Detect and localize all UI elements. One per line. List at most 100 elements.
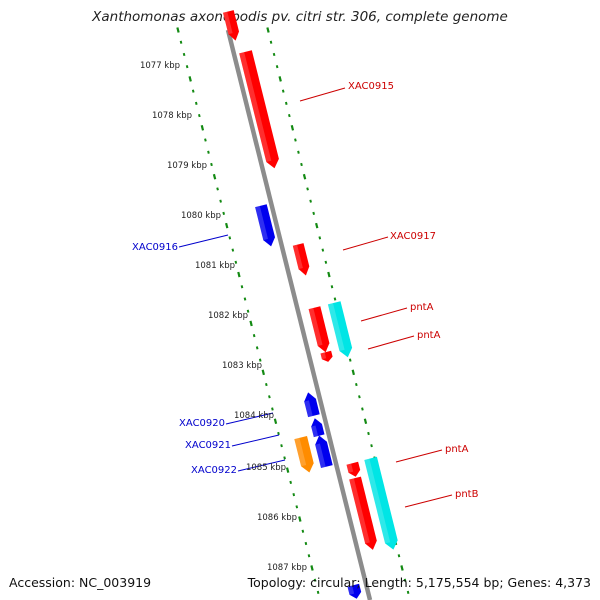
gene-label-reverse: XAC0921: [185, 440, 231, 451]
feature-xac0916: [255, 204, 275, 247]
ruler-tick: [191, 89, 195, 93]
ruler-tick: [277, 431, 280, 436]
ruler-tick: [272, 52, 276, 57]
ruler-tick: [321, 248, 325, 252]
callout-line: [360, 307, 408, 322]
scale-label: 1078 kbp: [152, 111, 192, 121]
map-title: Xanthomonas axonopodis pv. citri str. 30…: [92, 9, 508, 25]
ruler-tick: [324, 260, 328, 264]
inner-scale-ruler: [176, 27, 320, 595]
ruler-tick: [243, 297, 247, 301]
ruler-tick: [284, 101, 288, 105]
ruler-tick: [182, 52, 186, 57]
ruler-tick: [298, 516, 302, 522]
feature-small-1: [320, 350, 333, 362]
ruler-tick: [406, 590, 410, 595]
ruler-tick: [271, 407, 274, 411]
ruler-tick: [295, 505, 299, 509]
ruler-tick: [210, 162, 213, 167]
feature-top-fragment-shade: [223, 11, 233, 35]
gene-features: [223, 10, 398, 599]
ruler-tick: [400, 565, 404, 571]
ruler-tick: [312, 211, 315, 215]
ruler-tick: [281, 89, 285, 93]
gene-label-forward: pntA: [410, 302, 434, 313]
feature-xac0915: [239, 50, 279, 169]
gene-label-reverse: XAC0922: [191, 465, 237, 476]
gene-label-forward: XAC0915: [348, 81, 394, 92]
scale-label: 1087 kbp: [267, 563, 307, 573]
feature-pnta-3-shade: [346, 463, 354, 473]
ruler-tick: [212, 173, 217, 180]
feature-small-2: [311, 418, 325, 438]
callout-line: [225, 412, 274, 425]
ruler-tick: [304, 541, 308, 546]
ruler-tick: [301, 529, 305, 533]
ruler-tick: [185, 65, 189, 69]
ruler-tick: [355, 382, 358, 387]
feature-pntb: [364, 456, 398, 550]
ruler-tick: [367, 431, 370, 436]
feature-xac0916-shade: [255, 205, 268, 241]
scale-label: 1085 kbp: [246, 463, 286, 473]
feature-pntb-shade: [364, 458, 391, 544]
ruler-tick: [268, 395, 271, 399]
callout-line: [395, 449, 443, 463]
callout-line: [404, 494, 453, 508]
ruler-tick: [306, 187, 309, 191]
ruler-tick: [198, 113, 201, 118]
scale-label: 1080 kbp: [181, 211, 221, 221]
accession-text: Accession: NC_003919: [9, 575, 152, 590]
feature-top-fragment: [223, 10, 239, 41]
callout-line: [237, 459, 286, 472]
scale-label: 1077 kbp: [140, 61, 180, 71]
ruler-tick: [249, 320, 253, 327]
ruler-tick: [283, 456, 286, 460]
ruler-tick: [280, 444, 283, 448]
ruler-tick: [255, 346, 259, 350]
feature-xac0917: [292, 243, 310, 276]
ruler-tick: [315, 222, 319, 229]
ruler-tick: [231, 248, 235, 252]
ruler-tick: [300, 162, 303, 167]
feature-xac0922-shade: [294, 437, 307, 467]
feature-pntb-red-shade: [349, 478, 370, 544]
ruler-tick: [234, 260, 238, 264]
ruler-tick: [290, 125, 295, 131]
feature-xac0915-shade: [239, 52, 272, 162]
feature-pnta-2-shade: [327, 303, 345, 351]
ruler-tick: [307, 554, 311, 558]
scale-label: 1086 kbp: [257, 513, 297, 523]
scale-label: 1079 kbp: [167, 161, 207, 171]
callout-line: [367, 335, 415, 350]
ruler-tick: [204, 138, 207, 142]
ruler-tick: [313, 578, 317, 582]
feature-pntb-red: [349, 476, 377, 550]
ruler-tick: [258, 358, 262, 362]
topology-text: Topology: circular; Length: 5,175,554 bp…: [247, 575, 591, 590]
ruler-tick: [294, 138, 297, 142]
feature-xac0920: [304, 392, 320, 418]
label-callouts: XAC0915 XAC0917 pntA pntA pntA pntB XAC0916 XAC…: [132, 81, 479, 508]
ruler-tick: [370, 444, 373, 448]
gene-label-forward: pntA: [417, 330, 441, 341]
feature-xac0920-shade: [304, 400, 313, 418]
callout-line: [342, 236, 389, 251]
ruler-tick: [188, 76, 192, 82]
ruler-tick: [403, 578, 407, 582]
ruler-tick: [289, 480, 293, 484]
feature-pnta-3: [346, 461, 361, 477]
ruler-tick: [261, 369, 265, 376]
feature-pnta-1-shade: [308, 308, 323, 346]
ruler-tick: [309, 199, 312, 203]
feature-xac0922: [294, 436, 314, 473]
ruler-tick: [246, 309, 250, 313]
ruler-tick: [225, 222, 229, 229]
ruler-tick: [237, 271, 241, 278]
ruler-tick: [200, 125, 205, 131]
gene-label-forward: XAC0917: [390, 231, 436, 242]
ruler-tick: [266, 27, 270, 33]
ruler-tick: [176, 27, 180, 33]
ruler-tick: [397, 554, 401, 558]
